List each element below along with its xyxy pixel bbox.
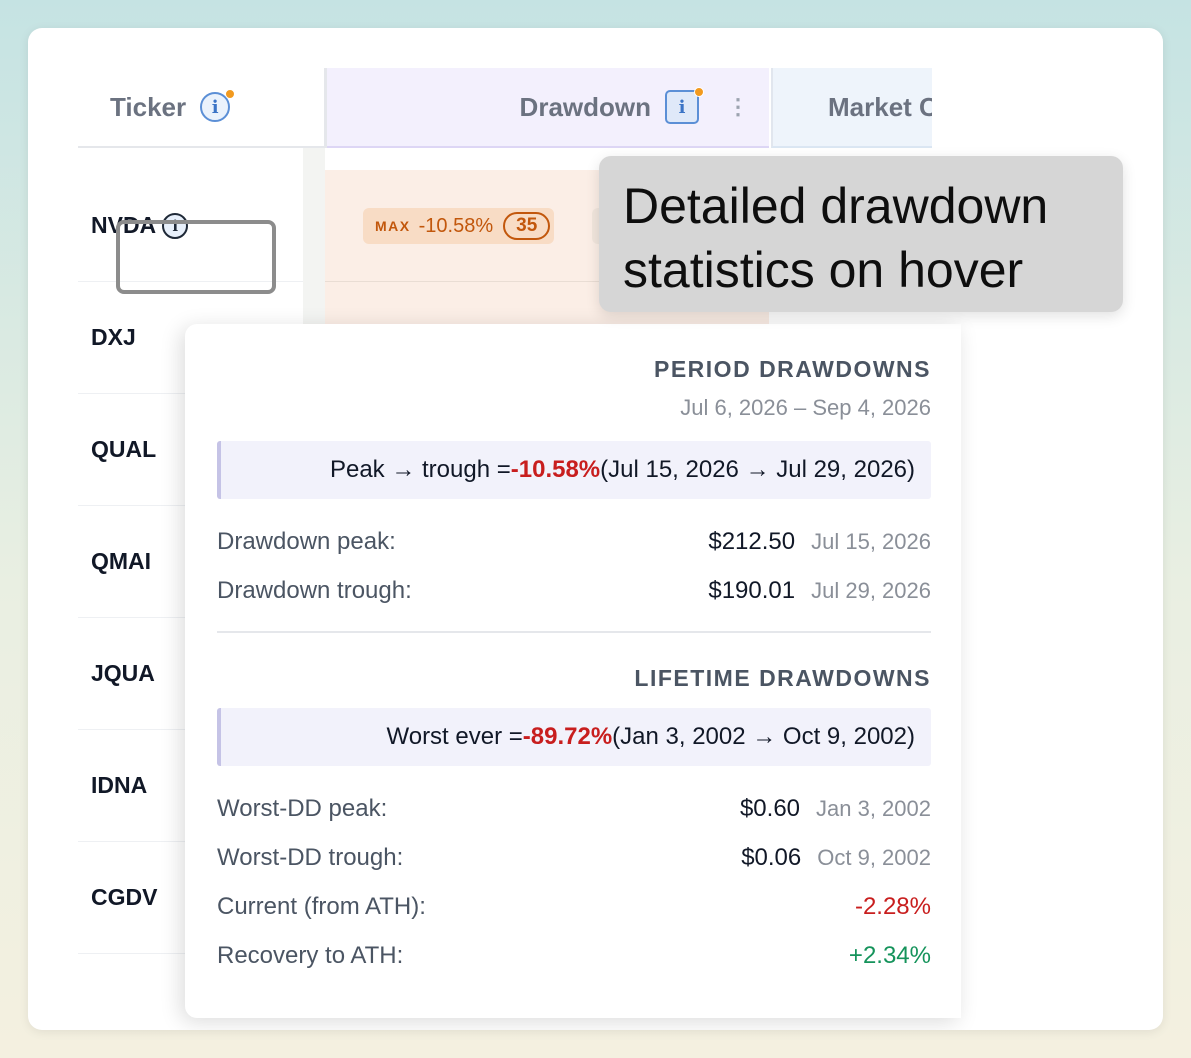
info-icon[interactable]: i [162,212,189,239]
worst-dd-peak-row: Worst-DD peak: $0.60 Jan 3, 2002 [217,784,931,833]
stat-label: Recovery to ATH: [217,941,404,969]
header-drawdown[interactable]: Drawdown i ⋮ [327,68,769,148]
drawdown-trough-row: Drawdown trough: $190.01 Jul 29, 2026 [217,566,931,615]
drawdown-peak-row: Drawdown peak: $212.50 Jul 15, 2026 [217,517,931,566]
stat-date: Jul 29, 2026 [811,577,931,603]
ticker-symbol[interactable]: DXJ [91,324,136,350]
ticker-symbol[interactable]: QMAI [91,548,152,574]
ticker-symbol[interactable]: IDNA [91,772,148,798]
stat-label: Worst-DD peak: [217,794,388,822]
max-drawdown-pill[interactable]: MAX -10.58% 35 [363,208,555,244]
stat-value: $0.06 [741,843,802,871]
lifetime-summary-suffix: (Jan 3, 2002 → Oct 9, 2002) [612,723,915,750]
callout-line-2: statistics on hover [623,242,1024,298]
notification-dot-icon [225,89,236,99]
stat-label: Drawdown peak: [217,527,396,555]
header-ticker[interactable]: Ticker i [78,68,324,148]
header-drawdown-label: Drawdown [519,91,651,122]
header-market-label: Market C [828,91,932,122]
stat-label: Current (from ATH): [217,892,426,920]
max-drawdown-value: -10.58% [418,214,494,237]
ticker-symbol[interactable]: CGDV [91,884,158,910]
lifetime-summary-value: -89.72% [522,723,613,750]
recovery-ath-value: +2.34% [848,941,931,969]
max-label: MAX [375,218,411,234]
stat-label: Drawdown trough: [217,576,412,604]
period-summary-value: -10.58% [510,456,601,483]
drawdown-count-badge: 35 [503,212,551,240]
ticker-symbol[interactable]: QUAL [91,436,157,462]
lifetime-summary: Worst ever = -89.72% (Jan 3, 2002 → Oct … [217,708,931,766]
column-divider[interactable] [324,68,327,148]
ticker-info-icon[interactable]: i [200,89,236,122]
notification-dot-icon [694,87,704,97]
lifetime-title: LIFETIME DRAWDOWNS [634,665,931,691]
period-summary-suffix: (Jul 15, 2026 → Jul 29, 2026) [600,456,915,483]
stat-date: Oct 9, 2002 [817,844,931,870]
callout-line-1: Detailed drawdown [623,178,1049,234]
divider [217,631,931,633]
ticker-symbol[interactable]: JQUA [91,660,155,686]
lifetime-summary-prefix: Worst ever = [386,723,523,750]
period-range: Jul 6, 2026 – Sep 4, 2026 [680,395,931,420]
stat-label: Worst-DD trough: [217,843,404,871]
kebab-menu-icon[interactable]: ⋮ [727,94,749,119]
recovery-to-ath-row: Recovery to ATH: +2.34% [217,931,931,980]
highlight-box [116,220,276,294]
current-from-ath-row: Current (from ATH): -2.28% [217,882,931,931]
drawdown-info-icon[interactable]: i [665,87,704,124]
feature-callout: Detailed drawdown statistics on hover [599,156,1123,312]
worst-dd-trough-row: Worst-DD trough: $0.06 Oct 9, 2002 [217,833,931,882]
stat-date: Jan 3, 2002 [816,795,931,821]
stat-value: $212.50 [708,527,796,555]
drawdown-popover: PERIOD DRAWDOWNS Jul 6, 2026 – Sep 4, 20… [185,324,961,1018]
period-summary-prefix: Peak → trough = [329,456,511,483]
header-market-cap[interactable]: Market C [771,68,932,148]
current-ath-value: -2.28% [854,892,931,920]
stat-value: $0.60 [739,794,801,822]
stat-value: $190.01 [708,576,796,604]
period-summary: Peak → trough = -10.58% (Jul 15, 2026 → … [217,441,931,499]
stat-date: Jul 15, 2026 [811,528,931,554]
period-title: PERIOD DRAWDOWNS [654,356,931,382]
header-ticker-label: Ticker [110,91,187,122]
